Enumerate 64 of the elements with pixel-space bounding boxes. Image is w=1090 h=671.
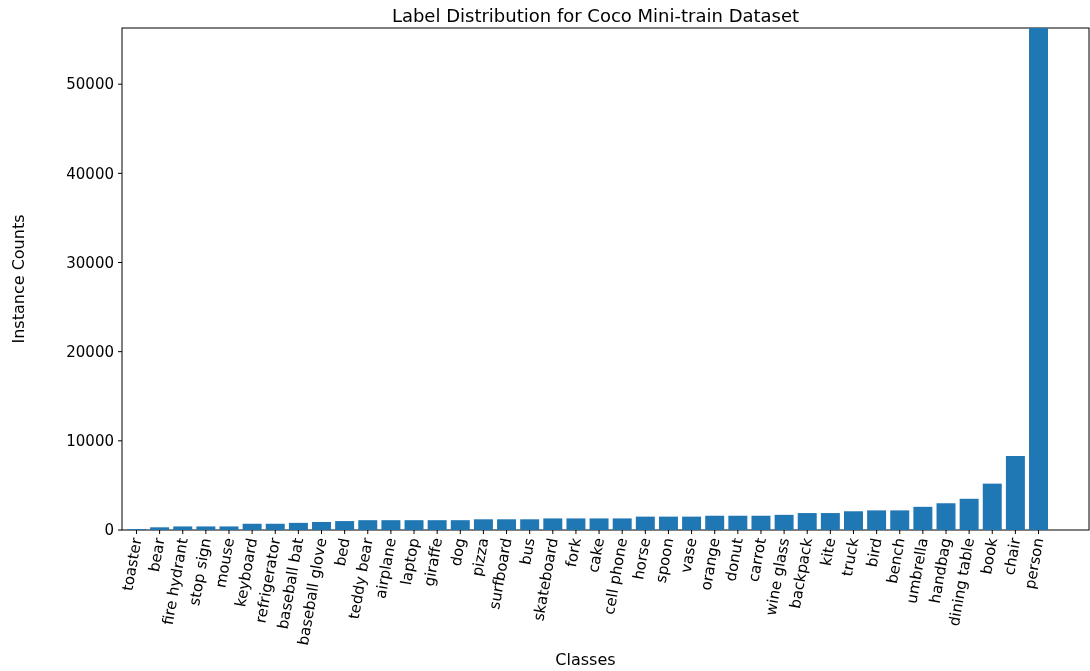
bar bbox=[196, 526, 216, 530]
bar bbox=[774, 514, 794, 530]
chart-title: Label Distribution for Coco Mini-train Dataset bbox=[391, 5, 800, 26]
x-tick-label: donut bbox=[721, 536, 747, 583]
bar bbox=[150, 527, 170, 530]
bar bbox=[1005, 455, 1025, 530]
x-tick-label: toaster bbox=[118, 535, 146, 593]
bar bbox=[450, 520, 470, 530]
bar bbox=[265, 523, 285, 530]
y-tick-label: 0 bbox=[104, 521, 114, 540]
x-tick-label: pizza bbox=[467, 536, 493, 578]
bar bbox=[219, 526, 239, 530]
bar bbox=[844, 511, 863, 530]
x-tick-label: bus bbox=[516, 536, 539, 567]
bar bbox=[705, 515, 725, 530]
bar bbox=[473, 519, 493, 530]
x-tick-label: cake bbox=[584, 536, 608, 574]
y-tick-label: 40000 bbox=[66, 164, 114, 183]
bar bbox=[520, 519, 540, 530]
x-tick-label: fork bbox=[562, 536, 585, 569]
y-tick-label: 10000 bbox=[66, 432, 114, 451]
bar bbox=[982, 483, 1002, 530]
bar bbox=[404, 520, 424, 530]
x-tick-label: truck bbox=[838, 536, 863, 578]
x-tick-label: dog bbox=[446, 536, 470, 568]
bar bbox=[543, 518, 563, 530]
x-tick-label: book bbox=[977, 536, 1002, 576]
bar bbox=[890, 510, 910, 530]
bar bbox=[913, 506, 933, 530]
x-tick-label: mouse bbox=[211, 536, 238, 590]
bar bbox=[242, 523, 262, 530]
y-tick-label: 20000 bbox=[66, 342, 114, 361]
bar bbox=[936, 503, 956, 530]
bar bbox=[358, 520, 378, 530]
bar bbox=[751, 515, 771, 530]
y-tick-label: 50000 bbox=[66, 75, 114, 94]
bar bbox=[612, 518, 632, 530]
bar bbox=[381, 520, 401, 530]
bar bbox=[427, 520, 447, 530]
x-tick-label: laptop bbox=[397, 536, 423, 587]
x-tick-label: kite bbox=[816, 536, 840, 568]
bar bbox=[797, 513, 817, 530]
bar bbox=[173, 526, 193, 530]
bar bbox=[658, 516, 678, 530]
x-tick-label: airplane bbox=[371, 536, 400, 600]
bar bbox=[959, 498, 979, 530]
x-tick-label: carrot bbox=[744, 536, 770, 584]
bar bbox=[335, 521, 355, 530]
bar bbox=[288, 522, 308, 530]
bar bbox=[497, 519, 517, 530]
bar bbox=[1029, 28, 1048, 530]
y-axis-title: Instance Counts bbox=[9, 214, 28, 344]
y-tick-label: 30000 bbox=[66, 253, 114, 272]
bar bbox=[728, 515, 748, 530]
x-axis-title: Classes bbox=[555, 650, 616, 669]
bar bbox=[820, 513, 840, 530]
bar bbox=[682, 516, 702, 530]
bar bbox=[589, 518, 609, 530]
x-tick-label: bed bbox=[330, 536, 354, 568]
bar bbox=[566, 518, 586, 530]
x-tick-label: bear bbox=[144, 535, 169, 574]
bar bbox=[635, 516, 655, 530]
bar bbox=[867, 510, 887, 530]
bar bbox=[312, 521, 331, 530]
